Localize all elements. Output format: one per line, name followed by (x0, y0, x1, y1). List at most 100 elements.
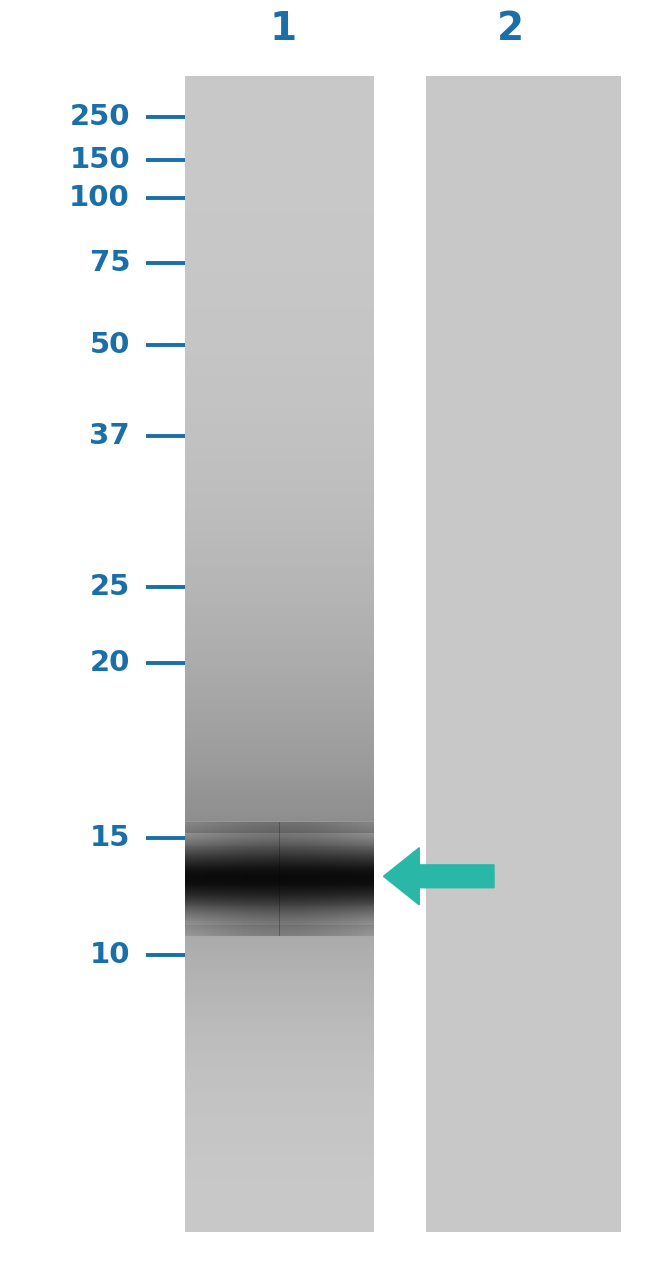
Bar (185, 728, 374, 732)
Bar (185, 334, 374, 338)
Bar (185, 401, 374, 405)
Bar (185, 417, 374, 420)
Bar (245, 822, 248, 936)
Bar (185, 84, 374, 88)
Bar (185, 753, 374, 757)
Bar (185, 594, 374, 598)
Bar (185, 610, 374, 613)
Bar (185, 542, 374, 546)
Bar (185, 114, 374, 118)
Bar (185, 103, 374, 107)
Bar (185, 315, 374, 319)
Bar (289, 822, 292, 936)
Bar (185, 705, 374, 709)
Bar (185, 243, 374, 246)
Bar (185, 784, 374, 787)
Bar (185, 500, 374, 504)
Bar (185, 1167, 374, 1171)
Bar (343, 822, 346, 936)
Bar (185, 174, 374, 178)
Bar (276, 822, 280, 936)
Text: 150: 150 (70, 146, 130, 174)
Bar (185, 1179, 374, 1182)
Bar (185, 1143, 374, 1147)
Bar (185, 538, 374, 542)
Bar (185, 964, 374, 966)
Bar (261, 822, 264, 936)
Bar (185, 1083, 374, 1087)
Bar (185, 739, 374, 742)
Bar (185, 1093, 374, 1097)
Bar (305, 822, 308, 936)
Bar (185, 1193, 374, 1196)
Bar (185, 682, 374, 686)
Bar (185, 311, 374, 315)
Bar (185, 671, 374, 674)
Bar (185, 606, 374, 610)
Bar (185, 133, 374, 137)
Bar (358, 822, 361, 936)
Bar (273, 822, 276, 936)
Bar (257, 822, 261, 936)
Text: 37: 37 (89, 422, 130, 450)
Bar (185, 757, 374, 761)
Bar (185, 1175, 374, 1179)
Bar (320, 822, 324, 936)
Bar (185, 497, 374, 500)
Bar (185, 1066, 374, 1069)
Text: 100: 100 (70, 184, 130, 212)
Bar (226, 822, 229, 936)
Bar (185, 1182, 374, 1185)
Bar (185, 212, 374, 216)
Bar (185, 602, 374, 606)
Bar (185, 523, 374, 527)
Bar (185, 745, 374, 749)
Bar (185, 1157, 374, 1161)
Bar (185, 250, 374, 254)
Bar (185, 761, 374, 765)
Bar (185, 716, 374, 720)
Bar (185, 201, 374, 204)
Bar (311, 822, 314, 936)
Bar (185, 474, 374, 478)
Bar (326, 822, 330, 936)
Bar (185, 160, 374, 164)
Bar (185, 946, 374, 949)
Bar (330, 822, 333, 936)
Bar (185, 621, 374, 625)
Bar (185, 996, 374, 998)
Bar (185, 598, 374, 602)
Bar (185, 1034, 374, 1038)
Text: 20: 20 (90, 649, 130, 677)
Bar (283, 822, 286, 936)
Bar (185, 1119, 374, 1121)
Bar (185, 1076, 374, 1080)
Bar (185, 367, 374, 371)
Bar (185, 171, 374, 174)
Bar (185, 512, 374, 516)
Bar (185, 439, 374, 443)
Bar (185, 269, 374, 273)
Bar (185, 345, 374, 349)
Bar (185, 564, 374, 568)
Bar (207, 822, 211, 936)
Bar (201, 822, 204, 936)
Bar (185, 1105, 374, 1107)
Bar (185, 960, 374, 964)
Bar (185, 516, 374, 519)
Bar (185, 799, 374, 803)
Bar (185, 338, 374, 342)
Bar (355, 822, 358, 936)
Bar (185, 822, 188, 936)
Bar (333, 822, 336, 936)
Bar (185, 749, 374, 753)
Bar (185, 466, 374, 470)
Bar (185, 1012, 374, 1016)
Bar (185, 394, 374, 398)
Bar (185, 613, 374, 617)
Bar (185, 478, 374, 481)
Bar (185, 1161, 374, 1165)
Bar (185, 1129, 374, 1133)
Bar (185, 1006, 374, 1010)
Bar (292, 822, 295, 936)
